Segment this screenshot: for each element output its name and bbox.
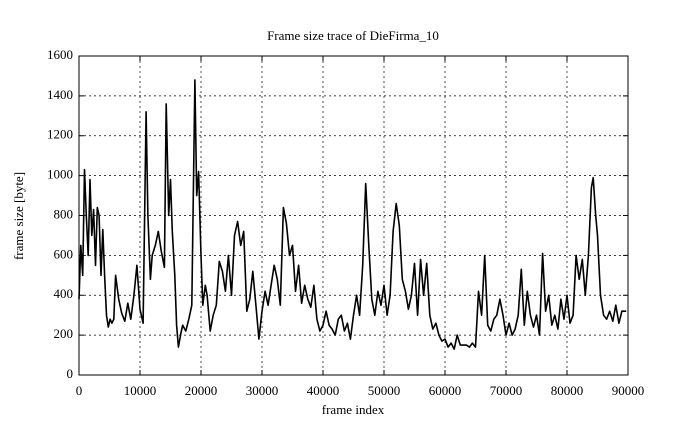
x-tick-label: 40000 xyxy=(307,383,340,398)
x-tick-label: 80000 xyxy=(551,383,584,398)
y-tick-label: 0 xyxy=(67,366,74,381)
x-tick-label: 30000 xyxy=(246,383,279,398)
x-tick-label: 20000 xyxy=(185,383,218,398)
x-tick-label: 0 xyxy=(76,383,83,398)
y-tick-label: 1000 xyxy=(47,167,73,182)
y-tick-label: 400 xyxy=(54,286,74,301)
y-tick-label: 1400 xyxy=(47,87,73,102)
y-tick-label: 1600 xyxy=(47,47,73,62)
y-tick-label: 800 xyxy=(54,206,74,221)
y-tick-label: 200 xyxy=(54,326,74,341)
x-tick-label: 10000 xyxy=(124,383,157,398)
x-tick-label: 70000 xyxy=(490,383,523,398)
chart-title: Frame size trace of DieFirma_10 xyxy=(267,28,439,43)
x-tick-label: 60000 xyxy=(429,383,462,398)
x-tick-label: 50000 xyxy=(368,383,401,398)
x-axis-label: frame index xyxy=(322,402,385,417)
y-axis-label: frame size [byte] xyxy=(11,172,26,260)
x-tick-label: 90000 xyxy=(612,383,645,398)
y-tick-label: 1200 xyxy=(47,127,73,142)
data-line xyxy=(78,79,627,350)
y-tick-label: 600 xyxy=(54,246,74,261)
